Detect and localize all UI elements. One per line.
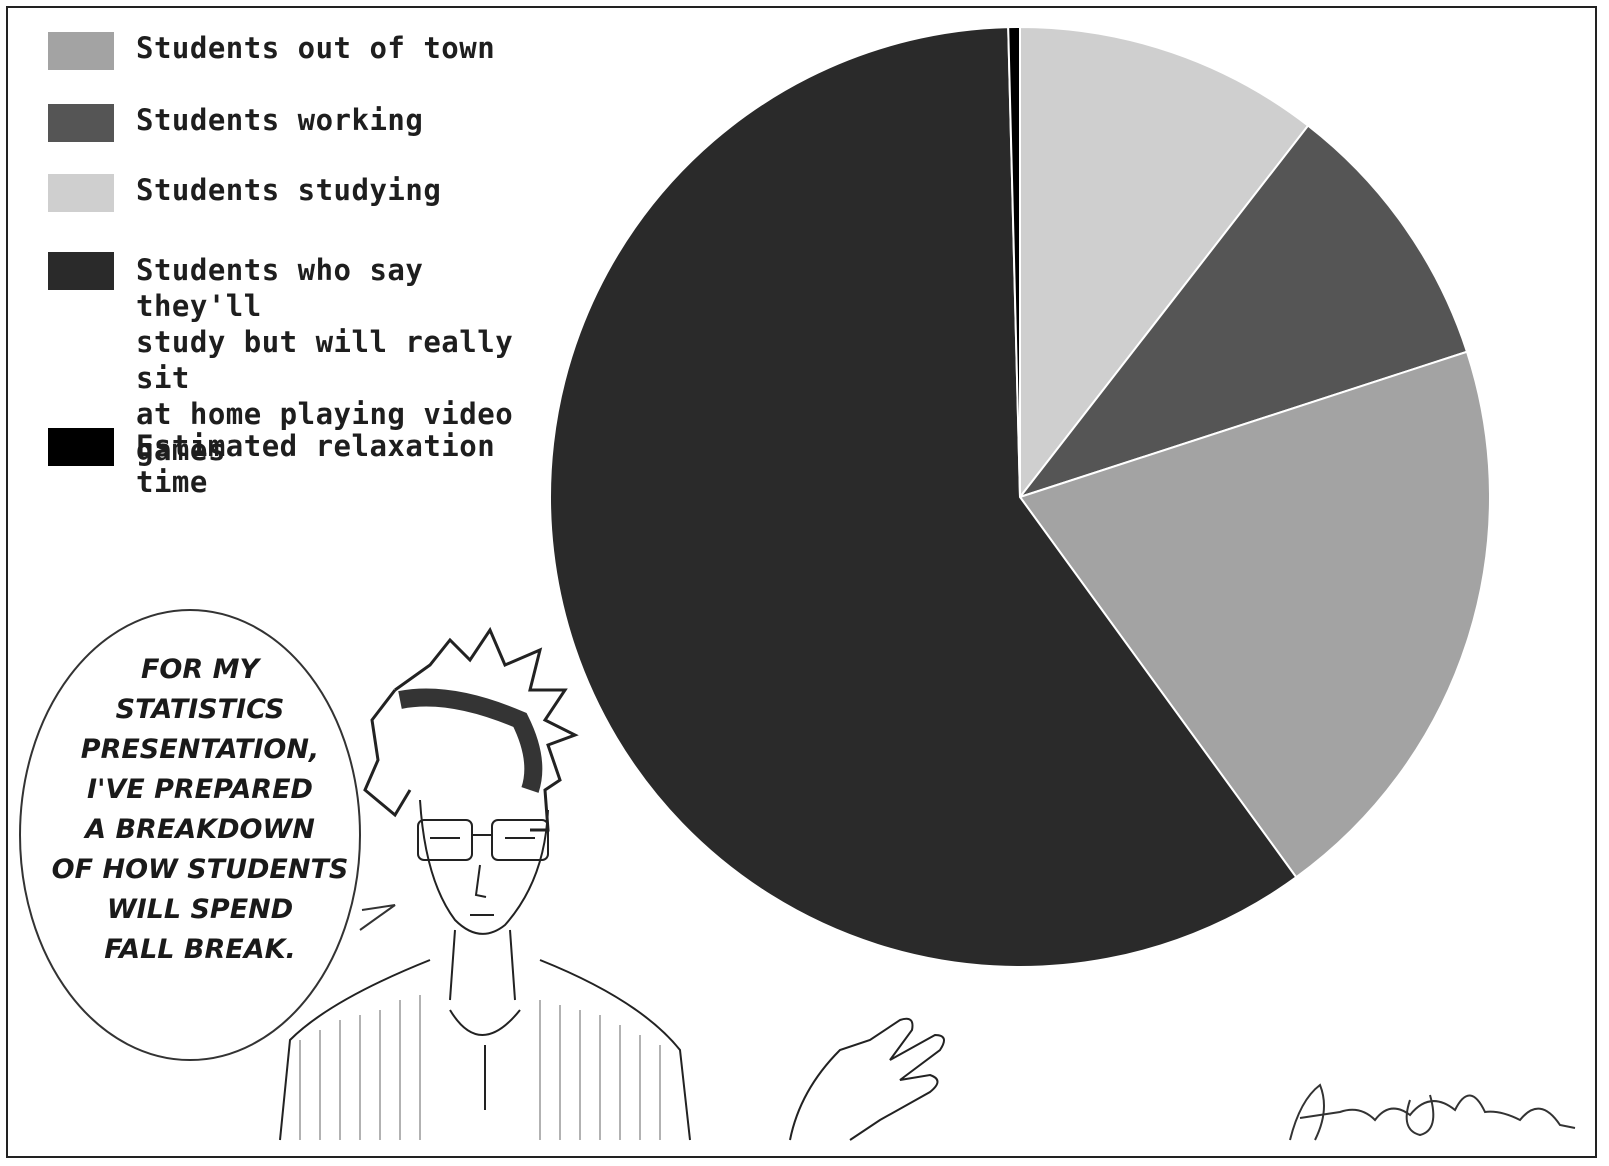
pie-slice-2 xyxy=(1018,350,1491,879)
pie-slice-1 xyxy=(1017,124,1469,499)
legend-label: Estimated relaxation time xyxy=(136,429,496,499)
pie-slices xyxy=(549,25,1491,968)
legend-label: Students out of town xyxy=(136,31,496,65)
student-character-illustration xyxy=(279,626,945,1141)
legend-swatch xyxy=(48,32,114,70)
legend-label: Students studying xyxy=(136,173,442,207)
legend-swatch xyxy=(48,174,114,212)
signature xyxy=(1289,1083,1576,1141)
legend-swatch xyxy=(48,428,114,466)
legend-swatch xyxy=(48,104,114,142)
speech-bubble xyxy=(19,609,361,1061)
speech-bubble-text: FOR MY STATISTICS PRESENTATION, I'VE PRE… xyxy=(51,654,349,965)
speech-bubble-tail xyxy=(359,904,396,931)
pie-slice-0 xyxy=(1019,25,1310,500)
legend-label: Students working xyxy=(136,103,424,137)
legend-swatch xyxy=(48,252,114,290)
legend-label: Students who say they'll study but will … xyxy=(136,253,514,467)
pie-slice-4 xyxy=(1007,25,1021,498)
pie-slice-3 xyxy=(549,26,1298,968)
